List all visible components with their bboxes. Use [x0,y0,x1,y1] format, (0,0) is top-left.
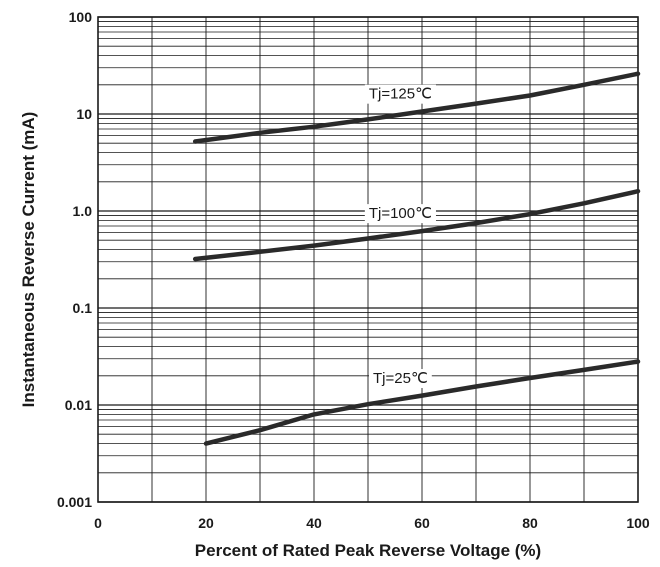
tick-labels: 0 20 40 60 80 100 0.001 0.01 0.1 1.0 10 100 [57,9,650,531]
x-axis-title: Percent of Rated Peak Reverse Voltage (%… [195,541,541,560]
x-tick-label: 80 [522,515,538,531]
y-tick-label: 10 [76,106,92,122]
y-axis-title: Instantaneous Reverse Current (mA) [19,112,38,408]
series-label-0: Tj=125℃ [369,86,432,103]
series-labels: Tj=125℃ Tj=100℃ Tj=25℃ [364,84,436,389]
series-label-2: Tj=25℃ [373,370,428,387]
x-tick-label: 60 [414,515,430,531]
series-lines [192,71,641,446]
plot-frame [97,16,639,503]
x-tick-label: 0 [94,515,102,531]
series-line-2 [203,359,641,446]
x-tick-label: 20 [198,515,214,531]
series-label-1: Tj=100℃ [369,205,432,222]
y-tick-label: 0.1 [73,300,93,316]
x-tick-label: 100 [626,515,650,531]
series-line-0 [192,71,641,144]
series-line-1 [192,188,641,262]
series-label-bg-1 [364,204,436,224]
y-tick-label: 1.0 [73,203,93,219]
series-label-bg-2 [369,369,432,389]
x-tick-label: 40 [306,515,322,531]
y-tick-label: 0.001 [57,494,92,510]
y-tick-label: 100 [69,9,93,25]
series-label-bg-0 [364,84,436,104]
y-tick-label: 0.01 [65,397,92,413]
